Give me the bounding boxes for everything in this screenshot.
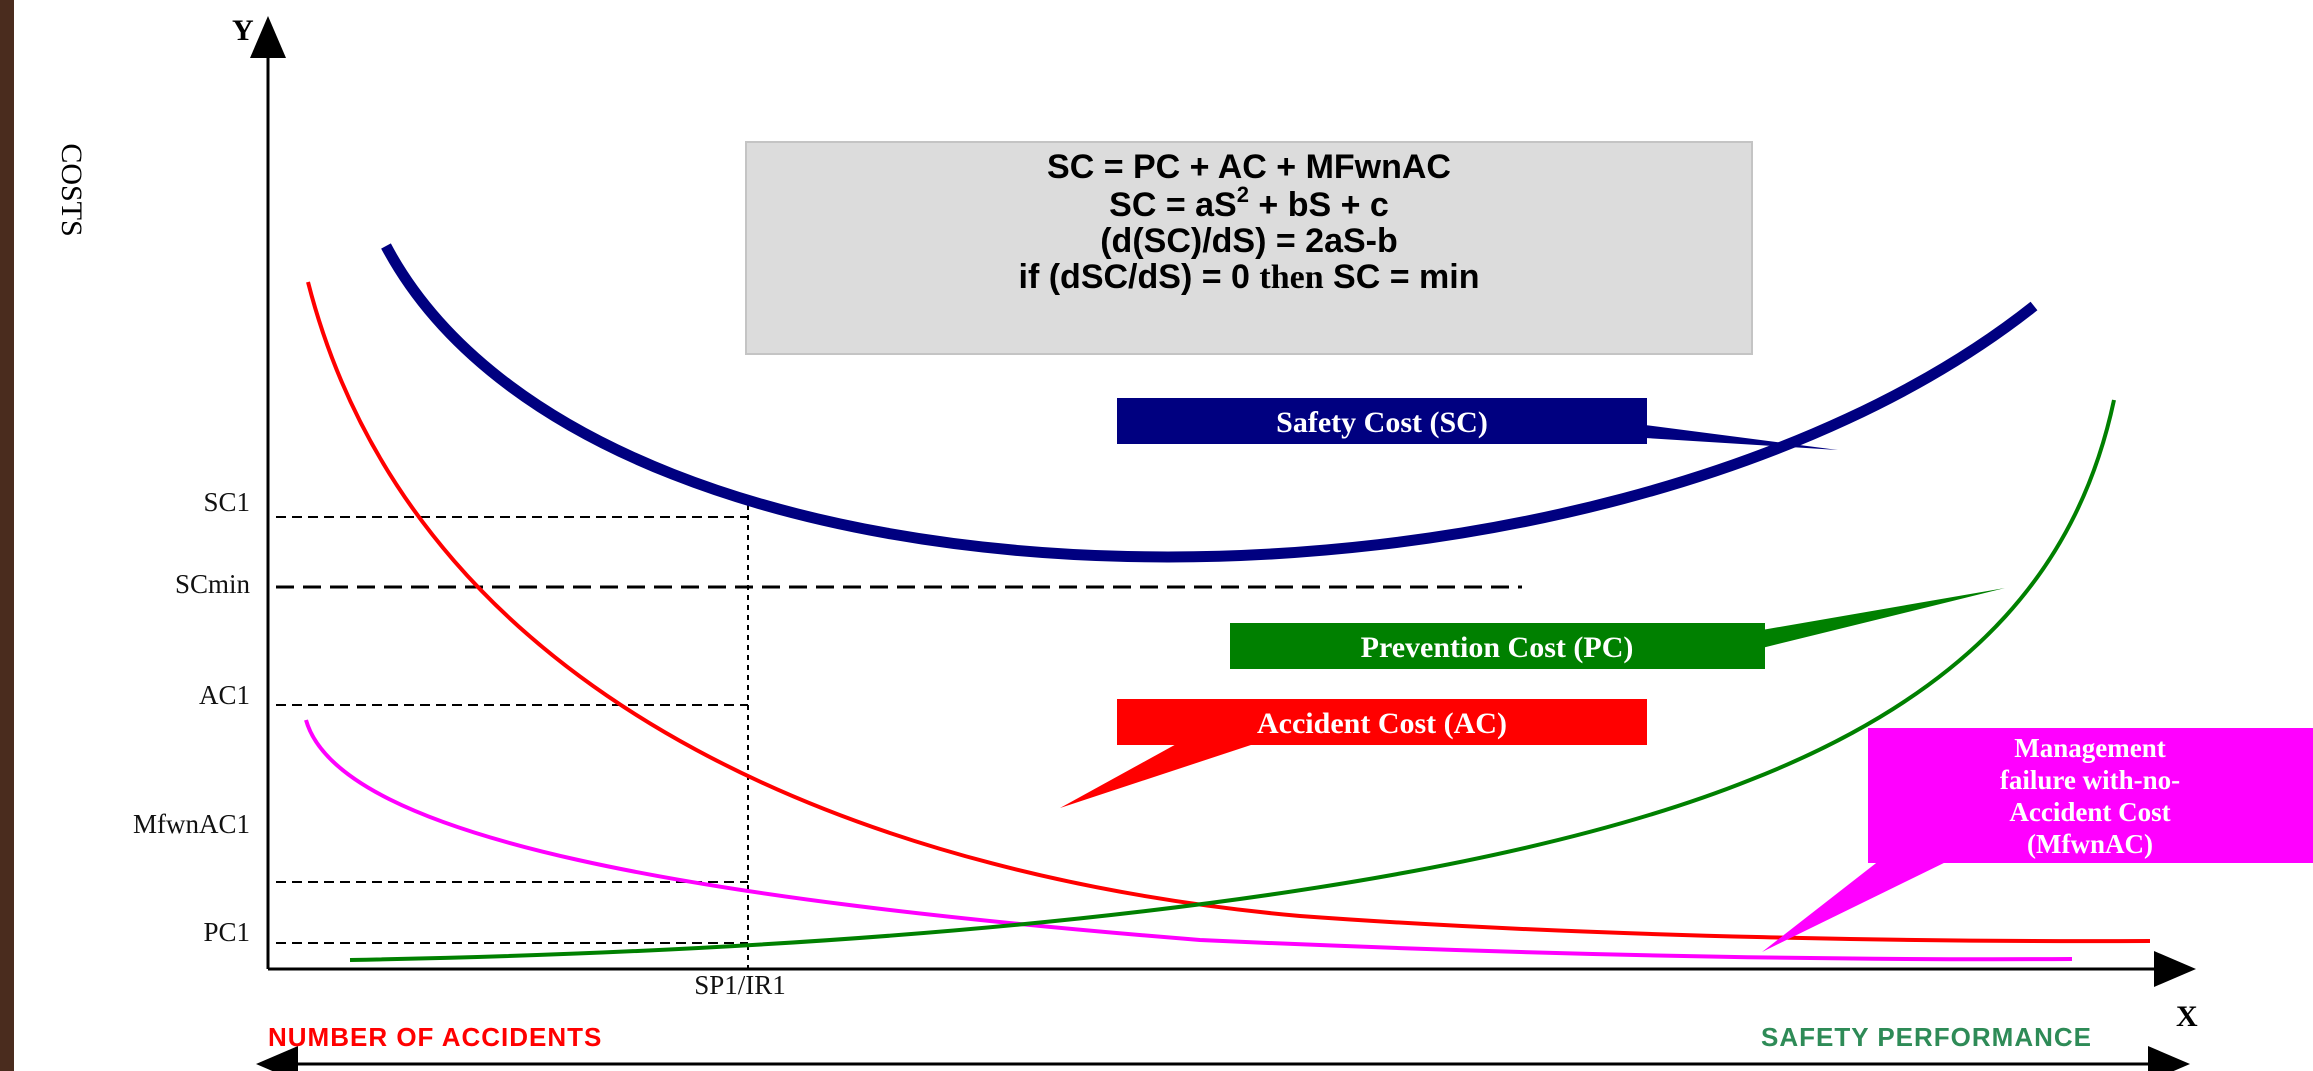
- x-tick-label-sp1-ir1: SP1/IR1: [694, 970, 786, 1000]
- label-safety-performance: SAFETY PERFORMANCE: [1761, 1022, 2092, 1052]
- callout-box-sc: [1117, 398, 1647, 444]
- callout-accident-cost: Accident Cost (AC): [1060, 699, 1647, 808]
- y-tick-label-scmin: SCmin: [175, 569, 251, 599]
- callout-label-mfwnac-4: (MfwnAC): [2027, 829, 2153, 859]
- y-tick-label-ac1: AC1: [199, 680, 250, 710]
- callout-pointer-mfwnac: [1762, 860, 1950, 952]
- formula-box: SC = PC + AC + MFwnAC SC = aS2 + bS + c …: [745, 141, 1753, 355]
- callout-box-ac: [1117, 699, 1647, 745]
- formula-line-3: (d(SC)/dS) = 2aS-b: [1100, 222, 1398, 260]
- callout-pointer-pc: [1762, 588, 2005, 648]
- y-axis-title: COSTS: [55, 143, 88, 236]
- safety-cost-curve: [381, 243, 2038, 563]
- reference-lines: [276, 505, 1522, 969]
- prevention-cost-curve: [349, 399, 2116, 962]
- mfwnac-curve: [304, 719, 2073, 962]
- callouts-group: Safety Cost (SC) Prevention Cost (PC) Ac…: [1060, 398, 2313, 952]
- accident-cost-curve: [306, 281, 2151, 944]
- y-tick-label-pc1: PC1: [203, 917, 250, 947]
- formula-line-2: SC = aS2 + bS + c: [1109, 182, 1389, 224]
- callout-label-mfwnac-1: Management: [2014, 733, 2165, 763]
- callout-mfwnac: Management failure with-no- Accident Cos…: [1762, 728, 2313, 952]
- formula-line-4: if (dSC/dS) = 0 then SC = min: [1019, 258, 1480, 296]
- callout-pointer-sc: [1645, 425, 1838, 450]
- x-axis-letter: X: [2176, 1000, 2198, 1033]
- y-tick-label-sc1: SC1: [203, 487, 250, 517]
- formula-box-background: [745, 141, 1753, 355]
- formula-line-1: SC = PC + AC + MFwnAC: [1047, 148, 1451, 186]
- y-tick-label-mfwnac1: MfwnAC1: [133, 809, 250, 839]
- callout-label-pc: Prevention Cost (PC): [1361, 631, 1634, 664]
- callout-label-ac: Accident Cost (AC): [1257, 707, 1507, 740]
- callout-safety-cost: Safety Cost (SC): [1117, 398, 1838, 450]
- callout-box-pc: [1230, 623, 1765, 669]
- y-axis-letter: Y: [232, 14, 254, 47]
- callout-pointer-ac: [1060, 742, 1260, 808]
- callout-label-sc: Safety Cost (SC): [1276, 406, 1488, 439]
- y-tick-labels: SC1 SCmin AC1 MfwnAC1 PC1: [133, 487, 251, 947]
- callout-label-mfwnac-3: Accident Cost: [2009, 797, 2170, 827]
- callout-box-mfwnac: [1868, 728, 2313, 863]
- label-number-of-accidents: NUMBER OF ACCIDENTS: [268, 1022, 602, 1052]
- curves-group: [304, 243, 2151, 962]
- callout-label-mfwnac-2: failure with-no-: [2000, 765, 2180, 795]
- callout-prevention-cost: Prevention Cost (PC): [1230, 588, 2005, 669]
- left-border-strip: [0, 0, 14, 1071]
